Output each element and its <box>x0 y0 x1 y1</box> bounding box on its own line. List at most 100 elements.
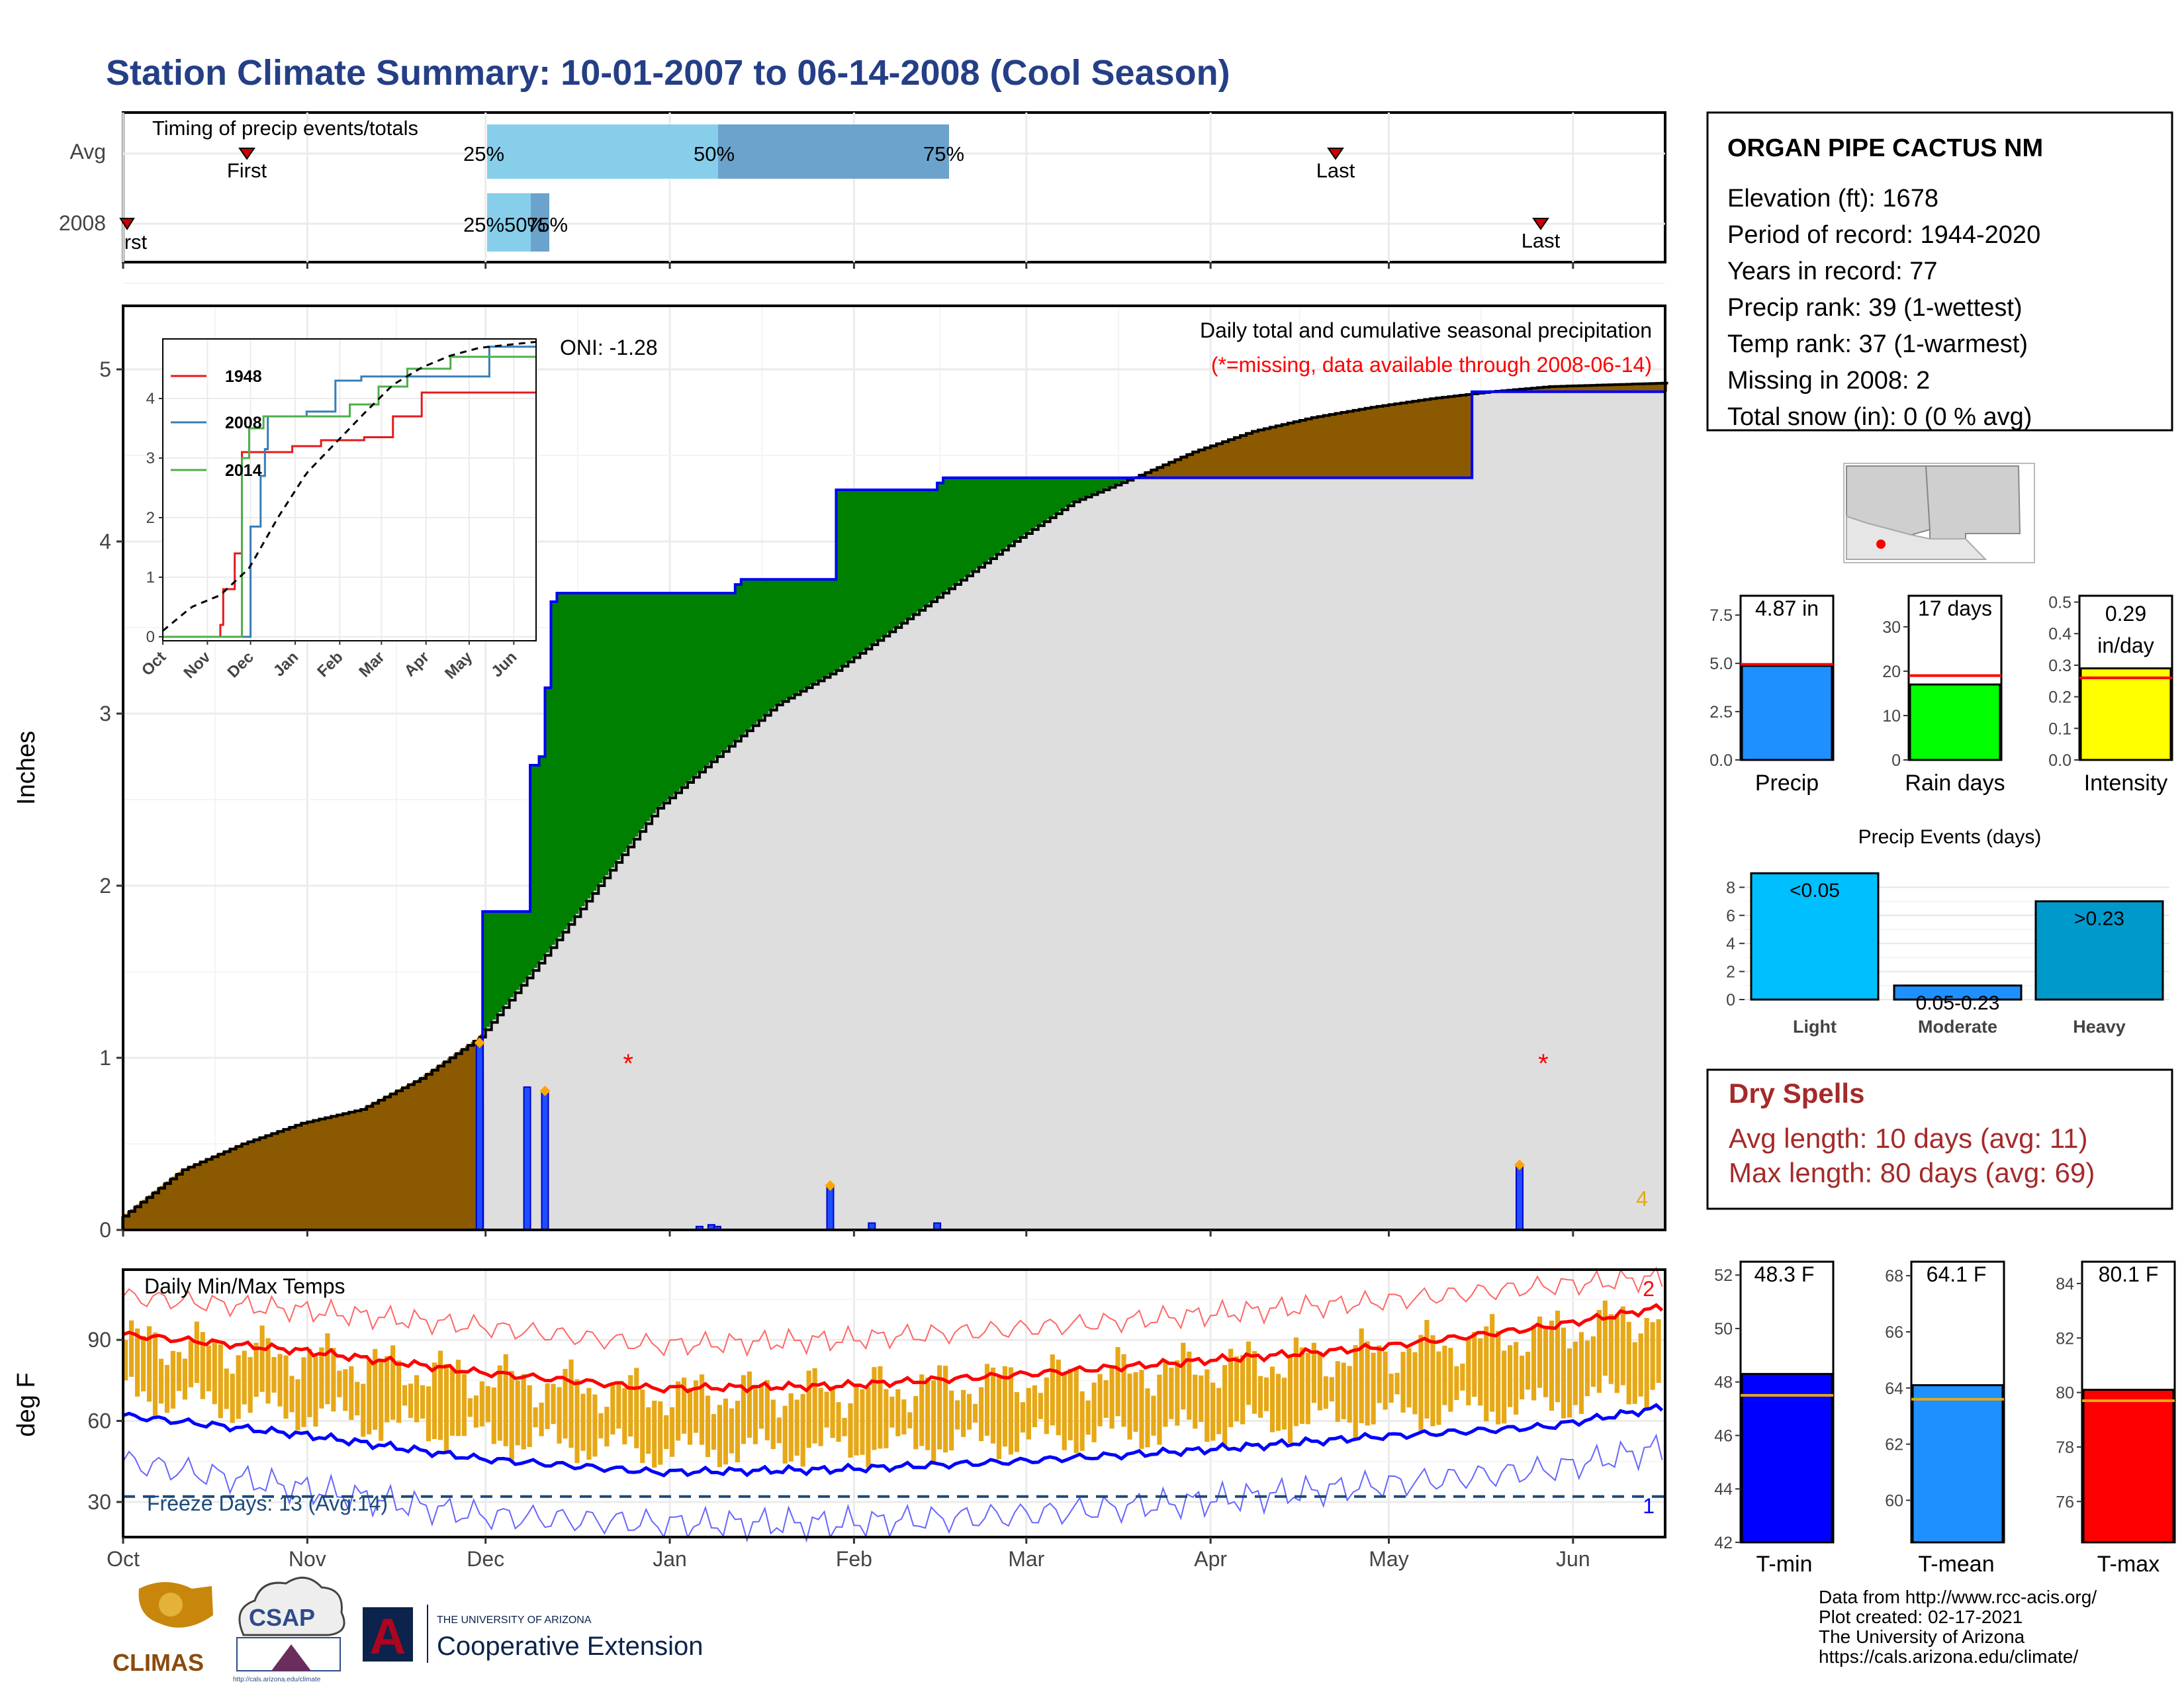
daily-temp-bar <box>1079 1391 1085 1451</box>
daily-temp-bar <box>1193 1374 1198 1429</box>
daily-temp-bar <box>1412 1352 1418 1415</box>
cumulative-2008-line <box>123 390 1665 1231</box>
daily-temp-bar <box>1454 1366 1459 1400</box>
daily-temp-bar <box>1472 1332 1477 1397</box>
timing-2008-p75: 75% <box>527 213 568 236</box>
daily-temp-bar <box>236 1355 241 1419</box>
daily-temp-bar <box>1377 1345 1382 1403</box>
daily-temp-bar <box>206 1345 211 1391</box>
footer-line-university: The University of Arizona <box>1819 1626 2025 1647</box>
record-markers <box>474 1037 1525 1191</box>
daily-temp-bar <box>1145 1388 1150 1448</box>
temp-bar-tick-label: 52 <box>1714 1266 1733 1285</box>
temp-bar-tick-label: 76 <box>2056 1493 2074 1511</box>
daily-precip-bar <box>475 1043 484 1231</box>
daily-temp-bar <box>1222 1365 1228 1446</box>
daily-temp-bar <box>1275 1374 1281 1431</box>
daily-temp-bar <box>1062 1374 1067 1450</box>
temp-y-axis-label: deg F <box>13 1372 40 1436</box>
daily-temp-bar <box>1406 1348 1412 1408</box>
daily-temp-bar <box>212 1339 217 1405</box>
daily-temp-bar <box>134 1328 140 1397</box>
daily-temp-bar <box>182 1358 187 1400</box>
timing-row-label-avg: Avg <box>69 140 106 164</box>
daily-temp-bar <box>170 1350 176 1409</box>
month-label-apr: Apr <box>1194 1547 1227 1571</box>
daily-temp-bar <box>1305 1352 1310 1425</box>
inset-line-1948 <box>163 391 535 638</box>
daily-temp-bar <box>1281 1378 1287 1430</box>
timing-2008-p50: 50% <box>504 213 545 236</box>
state-outline-new-mexico <box>1925 465 2021 539</box>
events-bar-range-moderate: 0.05-0.23 <box>1916 992 2000 1014</box>
footer-line-data-source: Data from http://www.rcc-acis.org/ <box>1819 1587 2097 1607</box>
csap-logo-url: http://cals.arizona.edu/climate <box>233 1676 321 1683</box>
daily-temp-bar <box>854 1385 859 1456</box>
mini-bar-tick-label: 0.2 <box>2048 688 2071 707</box>
daily-temp-bar <box>343 1369 348 1411</box>
daily-temp-bar <box>711 1414 717 1450</box>
daily-temp-bar <box>1578 1332 1584 1414</box>
daily-temp-bar <box>437 1350 443 1440</box>
inset-border <box>162 338 537 641</box>
daily-temp-bar <box>907 1412 913 1429</box>
daily-temp-bar <box>1329 1377 1334 1402</box>
daily-temp-bar <box>961 1389 966 1437</box>
daily-temp-bar <box>622 1387 627 1445</box>
daily-temp-bar <box>978 1387 984 1442</box>
daily-temp-bar <box>1085 1400 1091 1435</box>
events-tick-label: 4 <box>1726 935 1735 953</box>
timing-avg-first-marker <box>238 148 255 160</box>
daily-temp-bar <box>984 1364 990 1436</box>
daily-temp-bar <box>574 1379 580 1464</box>
station-line-temp-rank: Temp rank: 37 (1-warmest) <box>1727 330 2028 358</box>
precip-events-bars: 0 2 4 6 8 <0.05 Light 0.05-0.23 Moderate >0.23 Hea… <box>1726 861 2169 1037</box>
daily-temp-bar <box>1400 1352 1406 1413</box>
daily-temp-bar <box>230 1374 235 1423</box>
record-marker <box>1514 1159 1525 1170</box>
station-info-frame <box>1706 111 2173 432</box>
daily-temp-bar <box>818 1387 823 1446</box>
timing-2008-last: Last <box>1522 229 1561 252</box>
record-marker <box>825 1180 836 1191</box>
csap-logo-mountain <box>271 1644 311 1671</box>
events-bar-label-light: Light <box>1793 1017 1837 1037</box>
temp-y-tick-label: 30 <box>87 1490 111 1514</box>
corner-count: 4 <box>1636 1187 1648 1211</box>
events-bar-range-light: <0.05 <box>1790 880 1840 902</box>
mini-bar-tick-label: 0.1 <box>2048 720 2071 738</box>
dry-spells-title: Dry Spells <box>1729 1078 1864 1109</box>
precip-panel-border <box>122 305 1666 1231</box>
mini-bar-tick-label: 5.0 <box>1709 655 1733 673</box>
daily-temp-bar <box>1175 1360 1180 1426</box>
daily-temp-bar <box>972 1403 978 1423</box>
avg-max-line <box>122 1303 1664 1394</box>
daily-temp-bar <box>860 1389 865 1455</box>
daily-temp-bar <box>1240 1355 1246 1425</box>
inset-y-tick-label: 0 <box>146 628 155 646</box>
freeze-days-label: Freeze Days: 13 (Avg:14) <box>147 1491 388 1515</box>
daily-temp-bar <box>295 1379 300 1430</box>
ua-logo-small-text: THE UNIVERSITY OF ARIZONA <box>437 1615 592 1626</box>
daily-temp-bar <box>259 1325 265 1392</box>
daily-temp-bar <box>1638 1333 1643 1397</box>
inset-legend: 1948 2008 2014 <box>171 367 262 480</box>
daily-temp-bar <box>842 1417 847 1436</box>
daily-temp-bar <box>604 1407 610 1447</box>
inset-y-tick-label: 1 <box>146 569 155 586</box>
daily-temp-bar <box>1353 1344 1358 1438</box>
daily-temp-bar <box>937 1365 942 1450</box>
events-tick-label: 8 <box>1726 878 1735 897</box>
daily-temp-bar <box>1572 1341 1578 1405</box>
temp-bar-tick-label: 66 <box>1885 1323 1903 1342</box>
events-bar-range-heavy: >0.23 <box>2074 908 2124 930</box>
daily-temp-bar <box>1091 1382 1097 1442</box>
daily-temp-bar <box>408 1383 414 1419</box>
daily-temp-bar <box>1293 1337 1299 1427</box>
daily-temp-bar <box>271 1356 277 1393</box>
daily-temp-bar <box>1537 1316 1543 1388</box>
mini-bar-value-intensity-2: in/day <box>2097 633 2154 657</box>
daily-temp-bar <box>1341 1362 1346 1419</box>
mini-bar-tick-label: 10 <box>1882 707 1901 726</box>
daily-temp-bar <box>325 1333 330 1405</box>
